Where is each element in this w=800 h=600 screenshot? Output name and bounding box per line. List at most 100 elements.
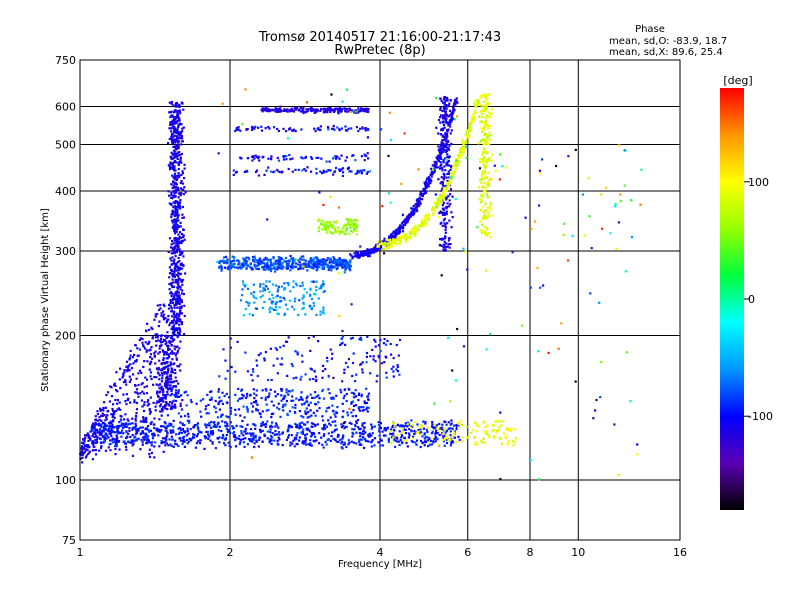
echo-point: [458, 159, 461, 162]
echo-point: [396, 239, 399, 242]
echo-point: [439, 222, 442, 225]
echo-point: [410, 419, 413, 422]
echo-point: [138, 369, 142, 372]
echo-point: [214, 407, 217, 410]
echo-point: [346, 107, 349, 111]
echo-point: [223, 438, 226, 441]
echo-point: [425, 213, 428, 216]
echo-point: [167, 142, 170, 145]
echo-point: [175, 238, 178, 242]
echo-point: [114, 447, 117, 451]
echo-point: [322, 267, 325, 270]
echo-point: [171, 275, 174, 278]
echo-point: [110, 434, 113, 437]
echo-point: [270, 434, 273, 438]
echo-point: [146, 442, 149, 445]
echo-point: [94, 434, 98, 438]
echo-point: [350, 109, 353, 112]
echo-point: [340, 127, 343, 130]
echo-point: [357, 107, 360, 110]
echo-point: [399, 227, 402, 230]
echo-point: [211, 433, 214, 436]
echo-point: [136, 347, 139, 350]
echo-point: [488, 433, 491, 436]
echo-point: [180, 240, 183, 243]
echo-point: [181, 289, 184, 292]
echo-point: [481, 130, 484, 133]
echo-point: [163, 305, 166, 308]
echo-point: [481, 193, 484, 196]
echo-point: [174, 155, 177, 158]
echo-point: [285, 130, 288, 133]
echo-point: [172, 218, 176, 221]
echo-point: [269, 270, 273, 273]
echo-point: [209, 439, 212, 442]
echo-point: [188, 437, 191, 440]
echo-point: [287, 390, 290, 393]
echo-point: [405, 439, 408, 442]
echo-point: [243, 430, 246, 433]
echo-point: [166, 414, 169, 417]
echo-point: [159, 410, 162, 413]
echo-point: [327, 257, 330, 260]
echo-point: [255, 401, 258, 404]
echo-point: [116, 390, 119, 393]
echo-point: [403, 436, 406, 439]
echo-point: [162, 359, 165, 362]
echo-point: [340, 423, 343, 426]
echo-point: [410, 440, 413, 443]
echo-point: [166, 393, 169, 396]
echo-point: [320, 219, 323, 222]
echo-point: [425, 186, 428, 189]
echo-point: [250, 438, 253, 441]
echo-point: [166, 336, 169, 339]
echo-point: [173, 258, 176, 261]
echo-point: [160, 334, 163, 337]
echo-point: [439, 156, 442, 159]
echo-point: [305, 110, 308, 114]
echo-point: [442, 438, 445, 442]
echo-point: [510, 427, 513, 430]
echo-point: [170, 369, 174, 372]
echo-point: [96, 423, 99, 426]
echo-point: [177, 391, 180, 394]
echo-point: [94, 429, 97, 432]
echo-point: [92, 425, 95, 428]
echo-point: [270, 170, 273, 173]
echo-point: [304, 436, 307, 439]
echo-point: [157, 430, 160, 433]
echo-point: [163, 441, 166, 444]
echo-point: [174, 141, 177, 144]
echo-point: [294, 422, 297, 426]
echo-point: [229, 431, 232, 434]
echo-point: [129, 354, 132, 357]
echo-point: [311, 425, 314, 428]
echo-point: [181, 182, 184, 185]
echo-point: [447, 148, 451, 151]
echo-point: [195, 423, 199, 427]
echo-point: [457, 435, 460, 438]
echo-point: [236, 399, 239, 402]
echo-point: [149, 356, 152, 359]
echo-point: [287, 436, 290, 439]
echo-point: [94, 421, 97, 424]
echo-point: [169, 361, 172, 364]
echo-point: [416, 205, 419, 208]
echo-point: [177, 281, 180, 284]
echo-point: [113, 416, 116, 419]
echo-point: [274, 107, 278, 110]
echo-point: [177, 256, 180, 260]
echo-point: [116, 429, 119, 432]
echo-point: [445, 429, 449, 432]
echo-point: [157, 325, 160, 328]
echo-point: [156, 390, 159, 393]
echo-point: [98, 416, 101, 419]
echo-point: [179, 272, 182, 275]
echo-point: [143, 360, 146, 363]
echo-point: [168, 111, 171, 114]
echo-point: [164, 444, 167, 447]
echo-point: [264, 127, 267, 130]
echo-point: [339, 438, 342, 441]
echo-point: [442, 189, 446, 192]
echo-point: [421, 441, 424, 444]
